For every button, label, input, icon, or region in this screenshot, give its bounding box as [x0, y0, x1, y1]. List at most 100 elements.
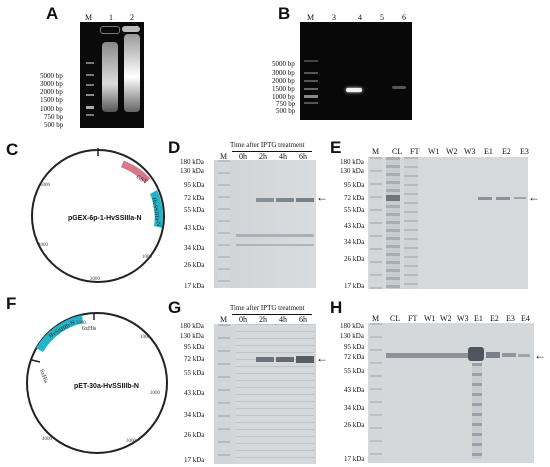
- lane-label: 0h: [239, 152, 247, 161]
- lane-label: 2: [130, 13, 134, 22]
- lane-label: M: [372, 314, 380, 323]
- lane-label: M: [85, 13, 93, 22]
- lane-label: 4: [358, 13, 362, 22]
- marker-label: 180 kDa: [180, 158, 204, 166]
- lane-label: E1: [474, 314, 483, 323]
- marker-label: 26 kDa: [184, 261, 205, 269]
- marker-label: 55 kDa: [184, 206, 205, 214]
- marker-label: 5000 bp: [40, 72, 63, 80]
- lane-label: CL: [390, 314, 401, 323]
- marker-label: 130 kDa: [340, 332, 364, 340]
- agarose-gel-a: [80, 22, 144, 128]
- plasmid-name: pET-30a-HvSSIIIb-N: [74, 383, 139, 390]
- marker-label: 1000 bp: [272, 93, 295, 101]
- marker-label: 17 kDa: [184, 282, 205, 290]
- marker-label: 26 kDa: [344, 421, 365, 429]
- lane-label: W1: [424, 314, 436, 323]
- lane-label: 0h: [239, 315, 247, 324]
- panel-label-f: F: [6, 294, 17, 313]
- feature-label: 6xHis: [38, 369, 49, 385]
- panel-label-e: E: [330, 138, 342, 157]
- marker-label: 750 bp: [44, 113, 64, 121]
- header-label: Time after IPTG treatment: [230, 141, 305, 149]
- marker-label: 180 kDa: [340, 158, 364, 166]
- feature-label: 6xHis: [82, 326, 97, 332]
- marker-label: 72 kDa: [184, 355, 205, 363]
- lane-label: CL: [392, 147, 403, 156]
- marker-label: 55 kDa: [344, 367, 365, 375]
- arrow-indicator: ←: [316, 351, 328, 365]
- panel-label-a: A: [46, 4, 59, 23]
- lane-label: M: [220, 315, 228, 324]
- tick-label: 3000: [90, 277, 101, 282]
- marker-label: 500 bp: [276, 107, 296, 115]
- arrow-indicator: ←: [534, 348, 546, 362]
- marker-label: 2000 bp: [272, 77, 295, 85]
- plasmid-map-f: HvSSIIIb-N 6xHis 6xHis pET-30a-HvSSIIIb-…: [26, 312, 168, 454]
- lane-label: E2: [490, 314, 499, 323]
- panel-label-h: H: [330, 298, 343, 317]
- panel-label-d: D: [168, 138, 181, 157]
- lane-label: 3: [332, 13, 336, 22]
- arrow-indicator: ←: [528, 190, 540, 204]
- tick-label: 5000: [40, 183, 51, 188]
- marker-label: 2000 bp: [40, 88, 63, 96]
- plasmid-name: pGEX-6p-1-HvSSIIIa-N: [68, 215, 142, 222]
- marker-label: 1000 bp: [40, 105, 63, 113]
- marker-label: 26 kDa: [344, 255, 365, 263]
- marker-label: 1500 bp: [272, 85, 295, 93]
- marker-label: 34 kDa: [184, 244, 205, 252]
- lane-label: E3: [506, 314, 515, 323]
- lane-label: E1: [484, 147, 493, 156]
- arrow-indicator: ←: [316, 190, 328, 204]
- marker-label: 17 kDa: [184, 456, 205, 464]
- feature-label: HvSSIIIa-N: [150, 197, 161, 227]
- lane-label: M: [372, 147, 380, 156]
- lane-label: E2: [502, 147, 511, 156]
- tick-label: 4000: [38, 243, 49, 248]
- panel-label-b: B: [278, 4, 291, 23]
- marker-label: 3000 bp: [272, 69, 295, 77]
- marker-label: 43 kDa: [344, 222, 365, 230]
- plasmid-map-c: GST HvSSIIIa-N pGEX-6p-1-HvSSIIIa-N 1000…: [31, 148, 165, 283]
- marker-label: 34 kDa: [344, 238, 365, 246]
- lane-label: 4h: [279, 315, 287, 324]
- marker-label: 17 kDa: [344, 455, 365, 463]
- marker-label: 750 bp: [276, 100, 296, 108]
- sds-page-gel-e: [368, 157, 528, 289]
- marker-label: 95 kDa: [184, 181, 205, 189]
- lane-label: W1: [428, 147, 440, 156]
- marker-label: 130 kDa: [180, 332, 204, 340]
- header-label: Time after IPTG treatment: [230, 304, 305, 312]
- lane-label: 6: [402, 13, 406, 22]
- marker-label: 180 kDa: [180, 322, 204, 330]
- sds-page-gel-d: [214, 160, 316, 288]
- sds-page-gel-g: [214, 324, 316, 464]
- marker-label: 180 kDa: [340, 322, 364, 330]
- lane-label: 6h: [299, 152, 307, 161]
- agarose-gel-b: [300, 22, 412, 120]
- marker-label: 130 kDa: [180, 167, 204, 175]
- panel-label-c: C: [6, 140, 19, 159]
- lane-label: FT: [410, 147, 420, 156]
- tick-label: 1000: [142, 255, 153, 260]
- lane-label: W3: [457, 314, 469, 323]
- lane-label: W3: [464, 147, 476, 156]
- marker-label: 3000 bp: [40, 80, 63, 88]
- marker-label: 95 kDa: [184, 343, 205, 351]
- marker-label: 130 kDa: [340, 167, 364, 175]
- tick-label: 2000: [150, 391, 161, 396]
- marker-label: 43 kDa: [184, 389, 205, 397]
- marker-label: 17 kDa: [344, 282, 365, 290]
- lane-label: 2h: [259, 315, 267, 324]
- marker-label: 95 kDa: [344, 343, 365, 351]
- marker-label: 72 kDa: [344, 194, 365, 202]
- lane-label: 5: [380, 13, 384, 22]
- panel-label-g: G: [168, 298, 182, 317]
- tick-label: 4000: [42, 437, 53, 442]
- tick-label: 1000: [140, 335, 151, 340]
- marker-label: 34 kDa: [344, 404, 365, 412]
- feature-label: GST: [135, 175, 148, 186]
- marker-label: 95 kDa: [344, 181, 365, 189]
- marker-label: 34 kDa: [184, 411, 205, 419]
